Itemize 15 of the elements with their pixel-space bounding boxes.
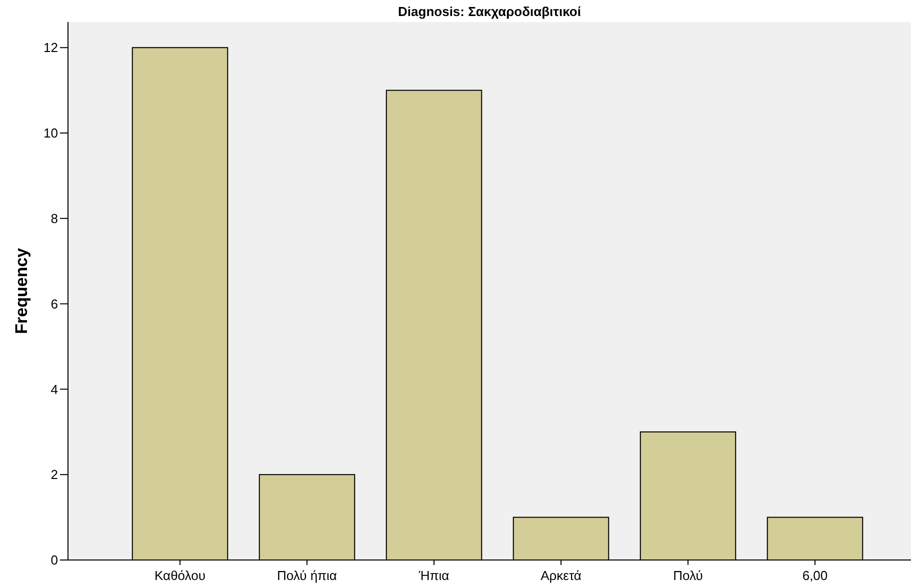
x-tick-label: Ήπια: [418, 568, 450, 583]
chart-title: Diagnosis: Σακχαροδιαβιτικοί: [398, 4, 582, 19]
y-tick-label: 8: [50, 210, 58, 226]
x-tick-label: Αρκετά: [540, 568, 582, 583]
x-tick-label: 6,00: [802, 568, 828, 583]
y-tick-label: 6: [50, 296, 58, 312]
x-tick-label: Πολύ: [673, 568, 703, 583]
y-tick-label: 4: [50, 382, 58, 397]
x-tick-label: Πολύ ήπια: [277, 568, 338, 583]
y-tick-label: 12: [44, 40, 58, 56]
y-axis-title: Frequency: [12, 247, 31, 334]
y-tick-label: 2: [50, 467, 58, 482]
y-tick-label: 10: [44, 126, 58, 141]
y-tick-label: 0: [50, 552, 58, 568]
x-tick-label: Καθόλου: [154, 568, 206, 583]
